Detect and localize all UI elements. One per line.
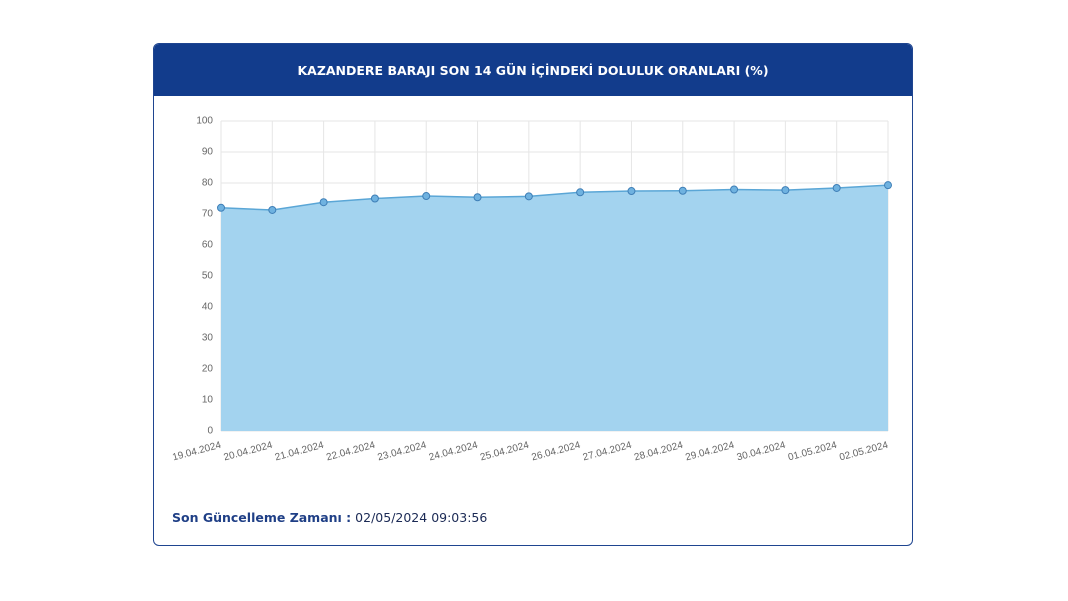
point bbox=[370, 194, 379, 203]
x-tick-label: 21.04.2024 bbox=[274, 440, 326, 464]
update-label: Son Güncelleme Zamanı : bbox=[172, 510, 352, 525]
line bbox=[220, 184, 889, 211]
y-tick-label: 30 bbox=[202, 333, 214, 344]
update-value: 02/05/2024 09:03:56 bbox=[355, 510, 488, 525]
point bbox=[781, 186, 790, 195]
y-tick-label: 50 bbox=[202, 271, 214, 282]
point bbox=[268, 205, 277, 214]
x-tick-label: 20.04.2024 bbox=[223, 440, 275, 464]
x-tick-label: 23.04.2024 bbox=[376, 440, 428, 464]
point bbox=[832, 183, 841, 192]
y-tick-label: 100 bbox=[196, 116, 213, 127]
chart-title: KAZANDERE BARAJI SON 14 GÜN İÇİNDEKİ DOL… bbox=[154, 44, 912, 96]
y-tick-label: 60 bbox=[202, 240, 214, 251]
x-tick-label: 01.05.2024 bbox=[787, 440, 839, 464]
point bbox=[576, 188, 585, 197]
y-tick-label: 0 bbox=[207, 426, 213, 437]
point bbox=[319, 198, 328, 207]
point bbox=[217, 203, 225, 212]
x-tick-label: 30.04.2024 bbox=[736, 440, 788, 464]
point bbox=[422, 192, 431, 201]
x-tick-label: 19.04.2024 bbox=[171, 440, 223, 464]
point bbox=[627, 187, 636, 196]
update-time: Son Güncelleme Zamanı : 02/05/2024 09:03… bbox=[172, 510, 487, 525]
y-tick-label: 10 bbox=[202, 395, 214, 406]
y-tick-label: 80 bbox=[202, 178, 214, 189]
area bbox=[221, 185, 888, 431]
point bbox=[473, 193, 482, 202]
point bbox=[678, 186, 687, 195]
x-tick-label: 02.05.2024 bbox=[838, 440, 890, 464]
x-tick-label: 25.04.2024 bbox=[479, 440, 531, 464]
point bbox=[730, 185, 739, 194]
x-tick-label: 28.04.2024 bbox=[633, 440, 685, 464]
y-tick-label: 20 bbox=[202, 364, 214, 375]
y-tick-label: 40 bbox=[202, 302, 214, 313]
x-tick-label: 22.04.2024 bbox=[325, 440, 377, 464]
x-tick-label: 26.04.2024 bbox=[530, 440, 582, 464]
point bbox=[524, 192, 533, 201]
x-tick-label: 29.04.2024 bbox=[684, 440, 736, 464]
x-tick-label: 24.04.2024 bbox=[428, 440, 480, 464]
y-tick-label: 70 bbox=[202, 209, 214, 220]
point bbox=[884, 181, 892, 190]
x-tick-label: 27.04.2024 bbox=[582, 440, 634, 464]
y-tick-label: 90 bbox=[202, 147, 214, 158]
